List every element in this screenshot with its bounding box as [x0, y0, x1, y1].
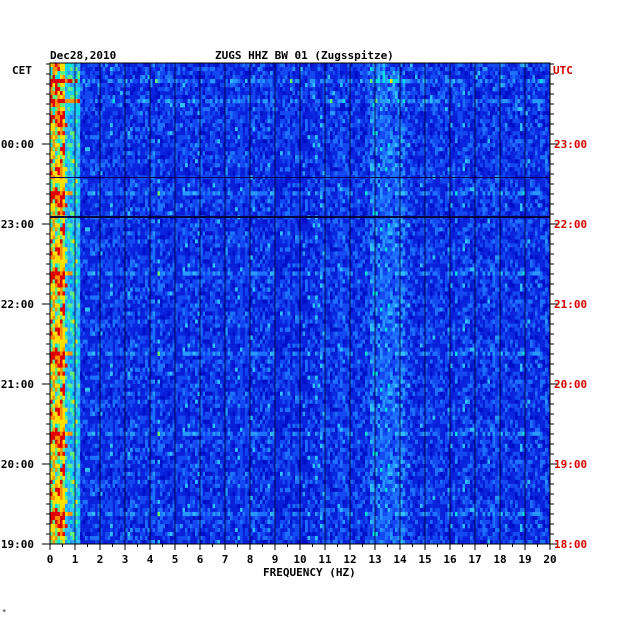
x-tick-label: 1 [72, 553, 79, 566]
x-tick-label: 3 [122, 553, 129, 566]
x-tick-label: 16 [443, 553, 457, 566]
x-tick-label: 9 [272, 553, 279, 566]
left-tick-label: 20:00 [1, 458, 34, 471]
right-tick-label: 21:00 [554, 298, 587, 311]
x-tick-label: 18 [493, 553, 506, 566]
x-tick-label: 19 [518, 553, 531, 566]
left-axis-label: CET [12, 64, 32, 77]
chart-date: Dec28,2010 [50, 49, 116, 62]
right-tick-label: 23:00 [554, 138, 587, 151]
x-tick-label: 5 [172, 553, 179, 566]
chart-title: ZUGS HHZ BW 01 (Zugsspitze) [215, 49, 394, 62]
left-tick-label: 19:00 [1, 538, 34, 551]
x-tick-label: 4 [147, 553, 154, 566]
right-tick-label: 19:00 [554, 458, 587, 471]
x-tick-label: 13 [368, 553, 381, 566]
left-tick-label: 21:00 [1, 378, 34, 391]
footer-mark: * [2, 608, 6, 616]
x-tick-label: 2 [97, 553, 104, 566]
x-tick-label: 17 [468, 553, 481, 566]
left-tick-label: 00:00 [1, 138, 34, 151]
x-tick-label: 6 [197, 553, 204, 566]
x-tick-label: 7 [222, 553, 229, 566]
x-tick-label: 11 [318, 553, 332, 566]
x-tick-label: 12 [343, 553, 356, 566]
right-tick-label: 20:00 [554, 378, 587, 391]
x-tick-label: 14 [393, 553, 407, 566]
x-tick-label: 20 [543, 553, 556, 566]
x-tick-label: 0 [47, 553, 54, 566]
x-tick-label: 15 [418, 553, 431, 566]
x-tick-label: 8 [247, 553, 254, 566]
x-axis-label: FREQUENCY (HZ) [263, 566, 356, 579]
right-tick-label: 18:00 [554, 538, 587, 551]
right-axis-label: UTC [553, 64, 573, 77]
right-tick-label: 22:00 [554, 218, 587, 231]
left-tick-label: 23:00 [1, 218, 34, 231]
left-tick-label: 22:00 [1, 298, 34, 311]
x-tick-label: 10 [293, 553, 306, 566]
